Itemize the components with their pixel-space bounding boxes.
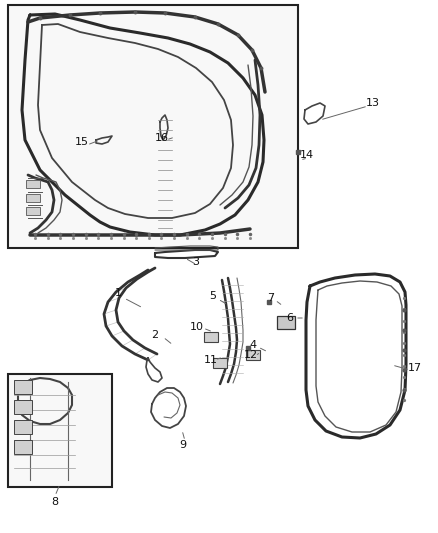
Text: 2: 2: [152, 330, 159, 340]
Bar: [14, 440, 32, 454]
Bar: [8, 374, 112, 487]
Text: 13: 13: [366, 98, 380, 108]
Bar: [204, 332, 218, 342]
Bar: [26, 194, 40, 202]
Bar: [14, 400, 32, 414]
Text: 1: 1: [114, 288, 121, 298]
Bar: [246, 350, 260, 360]
Text: 7: 7: [268, 293, 275, 303]
Text: 4: 4: [249, 340, 257, 350]
Text: 8: 8: [51, 497, 59, 507]
Bar: [26, 207, 40, 215]
Bar: [277, 316, 295, 329]
Text: 9: 9: [180, 440, 187, 450]
Text: 16: 16: [155, 133, 169, 143]
Text: 10: 10: [190, 322, 204, 332]
Bar: [8, 5, 298, 248]
Bar: [213, 358, 227, 368]
Text: 3: 3: [192, 257, 199, 267]
Text: 17: 17: [408, 363, 422, 373]
Text: 15: 15: [75, 137, 89, 147]
Text: 6: 6: [286, 313, 293, 323]
Bar: [26, 180, 40, 188]
Text: 14: 14: [300, 150, 314, 160]
Bar: [14, 380, 32, 394]
Bar: [14, 420, 32, 434]
Text: 12: 12: [244, 350, 258, 360]
Text: 11: 11: [204, 355, 218, 365]
Text: 5: 5: [209, 291, 216, 301]
